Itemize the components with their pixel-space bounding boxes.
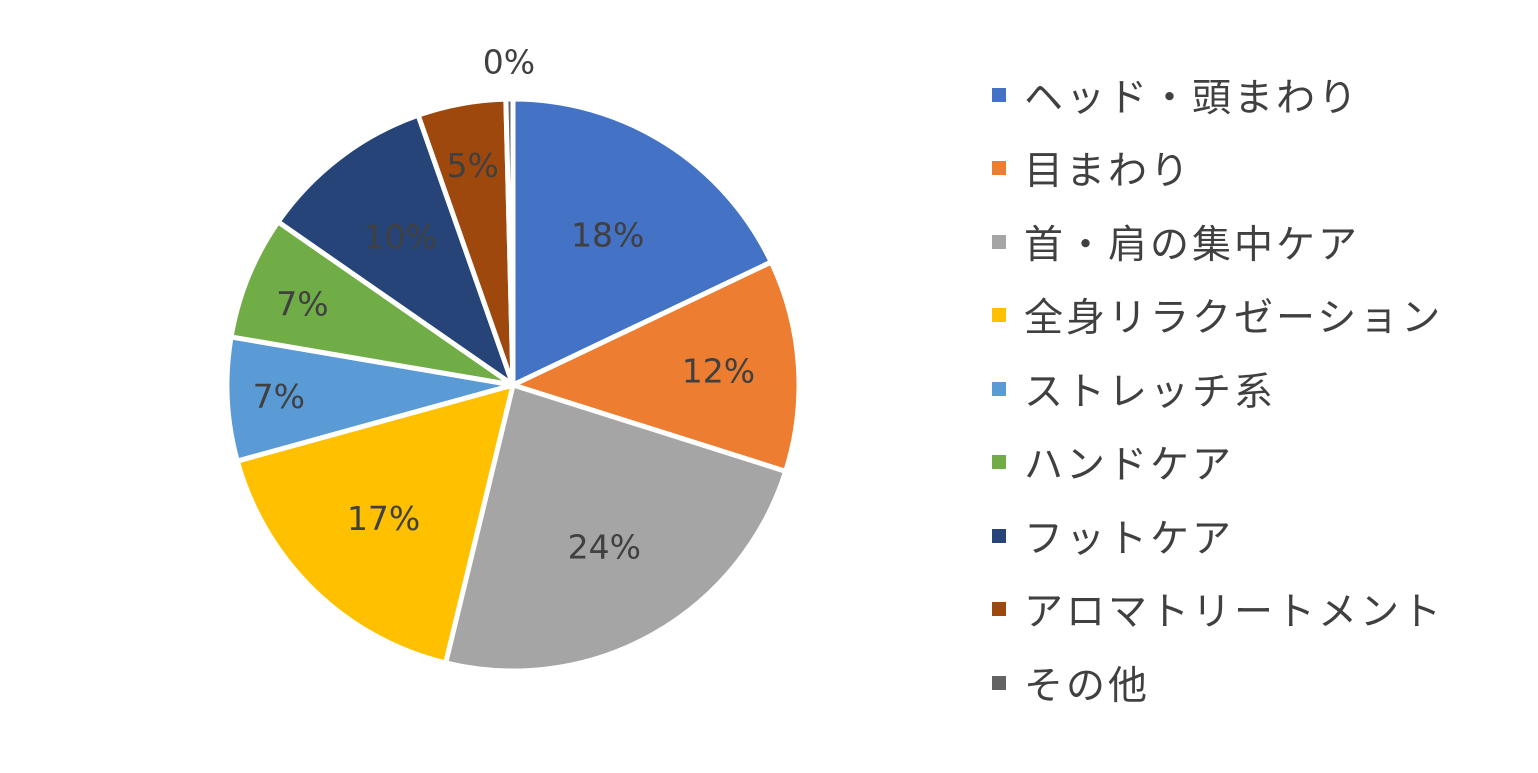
data-label: 7% — [253, 377, 305, 416]
legend-swatch — [992, 455, 1006, 470]
legend-label: ハンドケア — [1024, 443, 1235, 489]
pie-slice — [234, 382, 516, 666]
legend-swatch — [992, 308, 1006, 323]
legend-label: 全身リラクゼーション — [1024, 296, 1444, 342]
legend-swatch — [992, 381, 1006, 396]
legend-swatch — [992, 528, 1006, 543]
legend-item: 目まわり — [992, 132, 1512, 206]
legend-swatch — [992, 675, 1006, 690]
chart-legend: ヘッド・頭まわり 目まわり首・肩の集中ケア全身リラクゼーション ストレッチ系 ハンドケ… — [992, 58, 1512, 720]
legend-swatch — [992, 602, 1006, 617]
data-label: 17% — [347, 499, 420, 538]
pie-slice — [503, 96, 516, 388]
legend-swatch — [992, 234, 1006, 249]
data-label: 24% — [568, 527, 641, 566]
legend-item: ハンドケア — [992, 426, 1512, 500]
pie-slice — [275, 112, 516, 388]
legend-swatch — [992, 87, 1006, 102]
legend-item: アロマトリートメント — [992, 573, 1512, 647]
legend-label: フットケア — [1024, 516, 1235, 562]
data-label: 0% — [483, 42, 535, 81]
legend-item: その他 — [992, 646, 1512, 720]
legend-label: その他 — [1024, 663, 1151, 709]
data-label: 18% — [571, 216, 644, 255]
pie-slice — [510, 96, 774, 388]
legend-label: ストレッチ系 — [1024, 369, 1277, 415]
legend-item: フットケア — [992, 499, 1512, 573]
legend-swatch — [992, 161, 1006, 176]
data-label: 7% — [276, 284, 328, 323]
legend-item: ヘッド・頭まわり — [992, 58, 1512, 132]
legend-label: 首・肩の集中ケア — [1024, 222, 1361, 268]
legend-label: ヘッド・頭まわり — [1024, 75, 1361, 121]
legend-item: 首・肩の集中ケア — [992, 205, 1512, 279]
pie-slice — [443, 382, 789, 674]
data-label: 12% — [682, 351, 755, 390]
legend-item: 全身リラクゼーション — [992, 279, 1512, 353]
data-label: 5% — [447, 146, 499, 185]
data-label: 10% — [364, 218, 437, 257]
legend-item: ストレッチ系 — [992, 352, 1512, 426]
legend-label: アロマトリートメント — [1024, 590, 1445, 636]
pie-slice — [510, 259, 802, 474]
legend-label: 目まわり — [1024, 149, 1193, 195]
